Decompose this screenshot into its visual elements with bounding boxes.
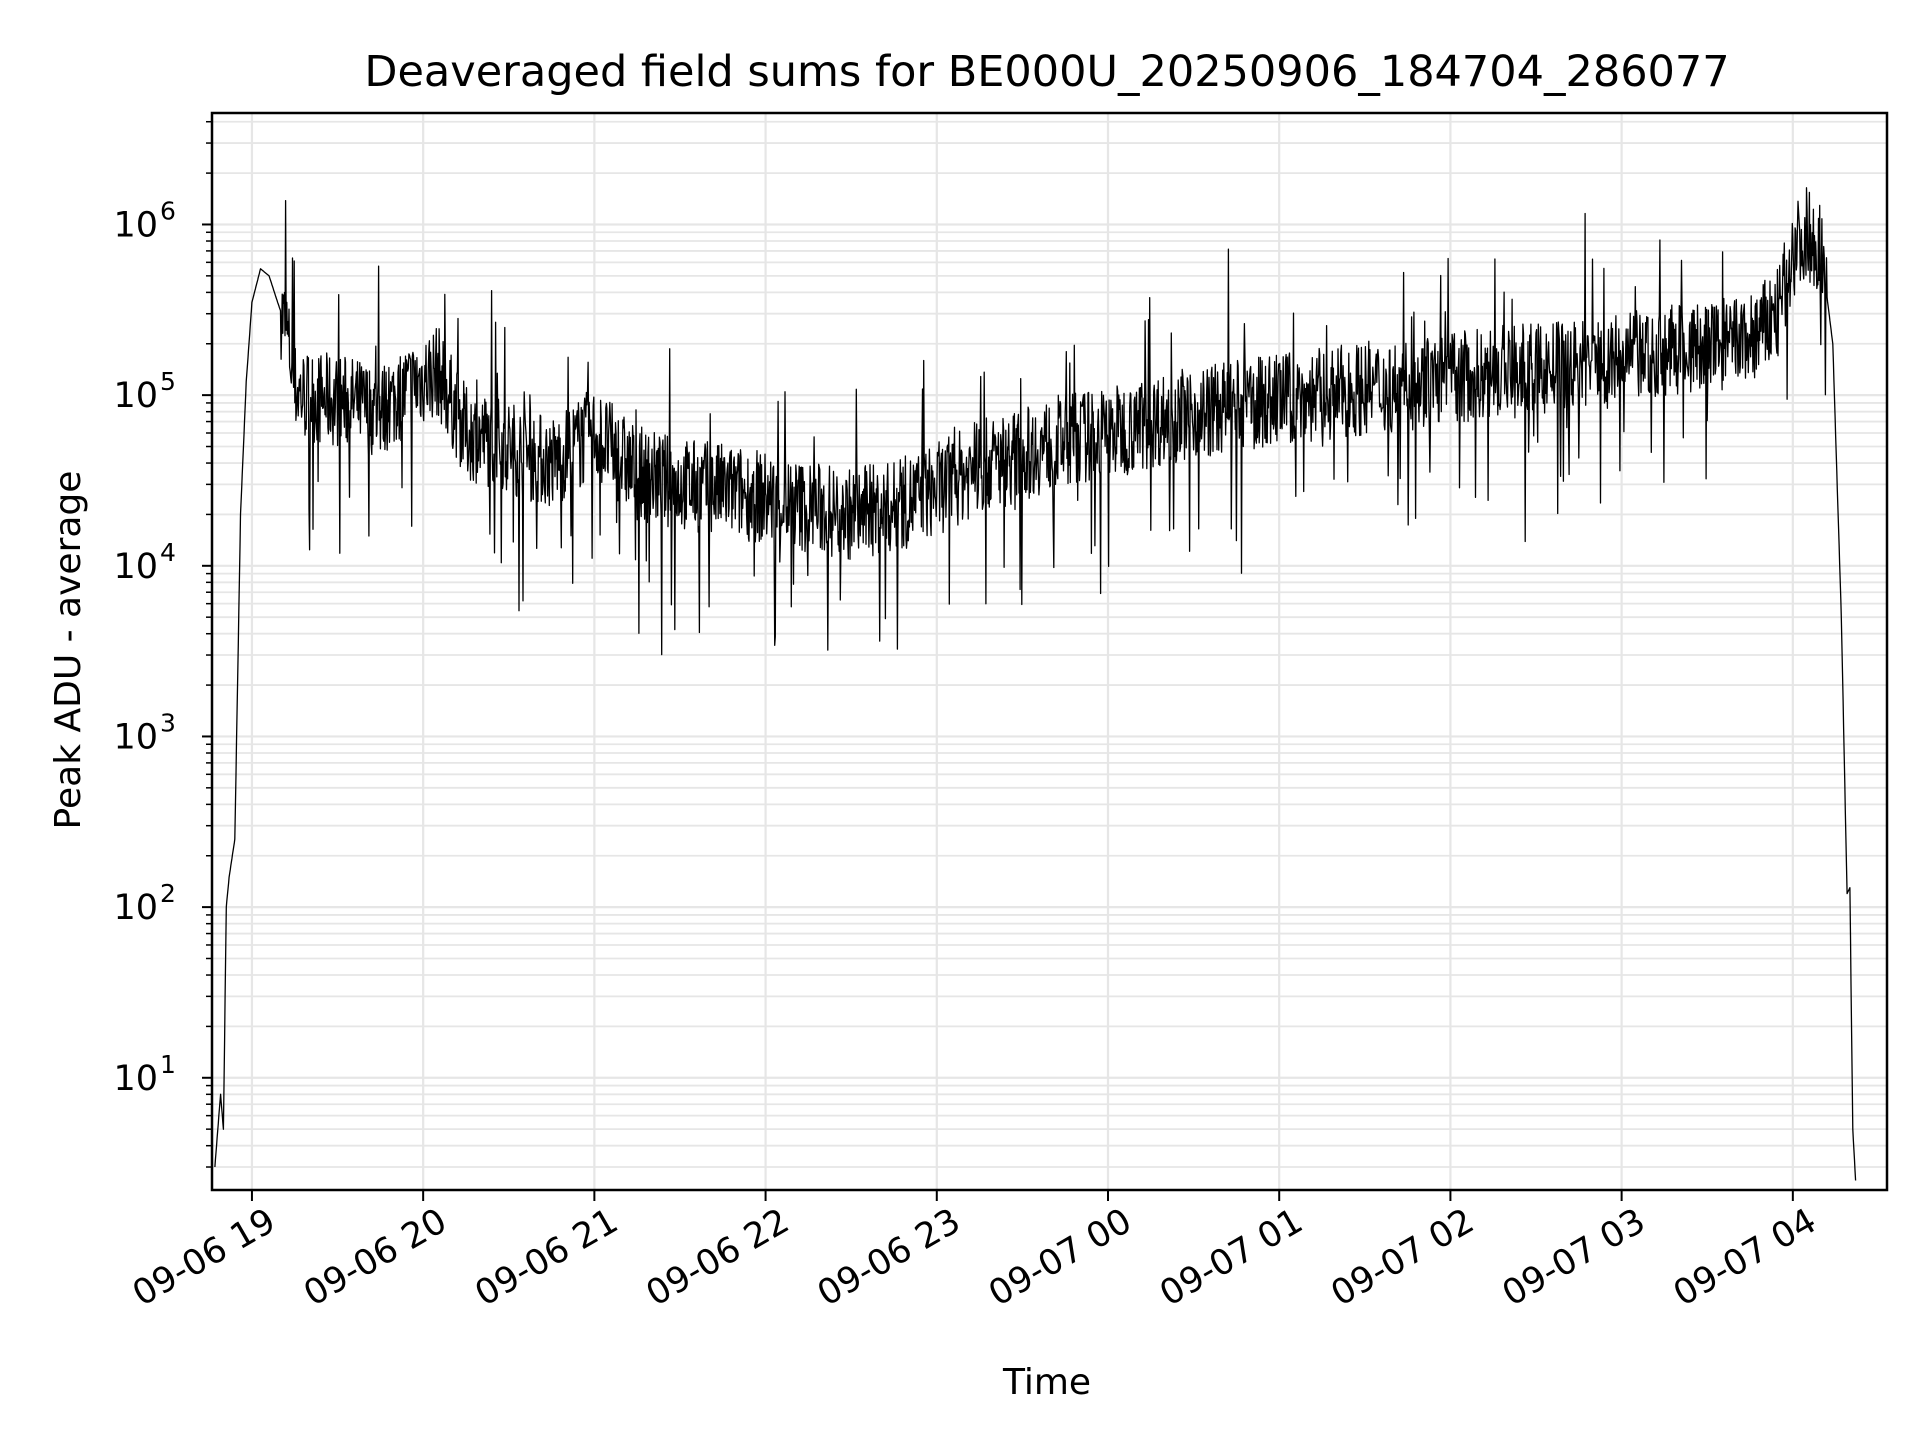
series-path — [215, 188, 1856, 1181]
y-tick-label: 10 — [113, 717, 158, 757]
x-tick-label: 09-07 00 — [982, 1201, 1138, 1314]
y-tick-exponent: 2 — [160, 879, 176, 908]
chart-title: Deaveraged field sums for BE000U_2025090… — [364, 47, 1729, 97]
x-tick-label: 09-07 01 — [1153, 1201, 1309, 1314]
y-tick-label: 10 — [113, 376, 158, 416]
series-line — [215, 188, 1856, 1181]
y-tick-exponent: 4 — [160, 538, 176, 567]
x-axis: 09-06 19 09-06 20 09-06 21 09-06 22 09-06 23… — [126, 1190, 1823, 1314]
grid — [212, 113, 1887, 1190]
x-tick-label: 09-07 04 — [1667, 1201, 1823, 1314]
x-tick-label: 09-06 21 — [469, 1201, 625, 1314]
y-tick-label: 10 — [113, 205, 158, 245]
x-tick-label: 09-06 23 — [811, 1201, 967, 1314]
plot-area — [212, 113, 1887, 1190]
y-tick-exponent: 3 — [160, 708, 176, 737]
x-tick-label: 09-06 22 — [640, 1201, 796, 1314]
y-tick-exponent: 5 — [160, 367, 176, 396]
x-tick-label: 09-07 02 — [1325, 1201, 1481, 1314]
y-tick-exponent: 1 — [160, 1050, 176, 1079]
y-tick-label: 10 — [113, 888, 158, 928]
y-tick-label: 10 — [113, 1059, 158, 1099]
x-axis-label: Time — [1002, 1362, 1091, 1403]
x-tick-label: 09-06 20 — [297, 1201, 453, 1314]
x-tick-label: 09-06 19 — [126, 1201, 282, 1314]
y-tick-label: 10 — [113, 547, 158, 587]
y-axis-label: Peak ADU - average — [48, 471, 89, 830]
y-tick-exponent: 6 — [160, 196, 176, 225]
x-tick-label: 09-07 03 — [1496, 1201, 1652, 1314]
